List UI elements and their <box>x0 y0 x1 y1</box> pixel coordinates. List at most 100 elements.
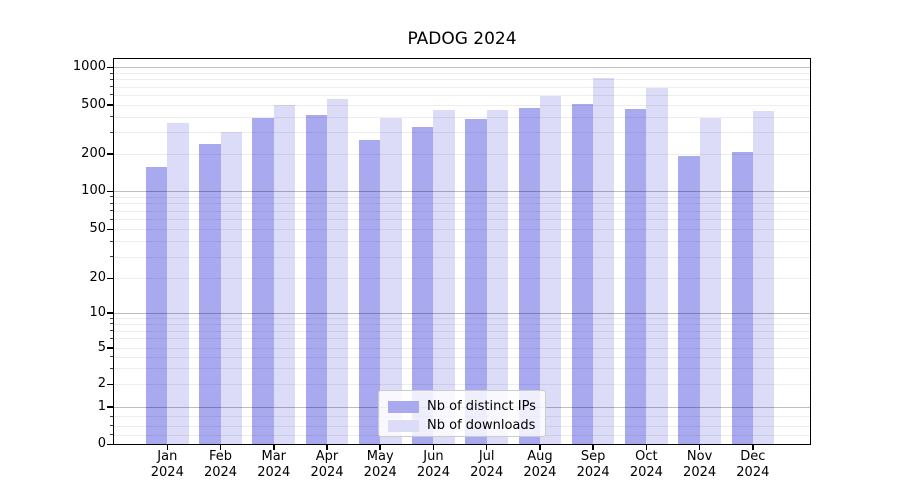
y-tick-label-2: 2 <box>97 376 106 392</box>
x-tick-year: 2024 <box>150 464 184 480</box>
gridline-50 <box>114 229 810 231</box>
x-tick-mark-may <box>379 445 381 450</box>
x-tick-mark-mar <box>273 445 275 450</box>
gridline-8 <box>114 323 810 325</box>
y-tick-label-10: 10 <box>89 304 106 320</box>
x-tick-mark-oct <box>645 445 648 450</box>
x-tick-label-jun: Jun 2024 <box>403 449 463 480</box>
legend-label-distinct-ips: Nb of distinct IPs <box>427 398 536 414</box>
x-tick-month: Dec <box>740 449 766 464</box>
y-minor-tick-mark-0.5 <box>110 425 114 426</box>
y-tick-label-200: 200 <box>81 145 106 161</box>
y-minor-tick-mark-6 <box>110 337 114 339</box>
x-tick-mark-dec <box>752 445 754 450</box>
bar-downloads-dec <box>752 110 775 444</box>
y-minor-tick-mark-800 <box>110 78 114 80</box>
bar-distinct-ips-nov <box>678 156 700 444</box>
y-tick-label-1000: 1000 <box>72 59 106 75</box>
bar-downloads-jan <box>167 123 189 444</box>
x-tick-label-nov: Nov 2024 <box>670 449 730 480</box>
y-tick-mark-10 <box>107 312 113 314</box>
legend-swatch-downloads-icon <box>388 419 419 432</box>
y-minor-tick-mark-600 <box>110 94 114 96</box>
gridline-5 <box>114 347 810 349</box>
plot-area: Nb of distinct IPs Nb of downloads <box>113 58 811 445</box>
y-minor-tick-mark-700 <box>110 86 114 88</box>
y-tick-mark-200 <box>107 153 113 155</box>
bar-distinct-ips-may <box>358 139 381 444</box>
legend-item-distinct-ips: Nb of distinct IPs <box>388 397 536 416</box>
x-tick-month: Jan <box>157 449 178 464</box>
y-minor-tick-mark-90 <box>110 196 114 198</box>
x-tick-year: 2024 <box>576 464 610 480</box>
y-tick-mark-2 <box>107 383 113 386</box>
bar-downloads-jun <box>433 110 455 444</box>
x-tick-month: Jul <box>478 449 495 464</box>
bar-downloads-sep <box>593 78 615 444</box>
x-tick-mark-apr <box>326 445 328 450</box>
y-tick-mark-0 <box>107 443 113 446</box>
y-tick-label-1: 1 <box>97 398 106 414</box>
y-minor-tick-mark-300 <box>110 131 114 133</box>
bar-distinct-ips-apr <box>305 115 327 444</box>
y-tick-label-100: 100 <box>81 183 106 198</box>
y-tick-label-50: 50 <box>89 221 106 237</box>
bar-downloads-may <box>380 117 402 444</box>
x-tick-label-may: May 2024 <box>350 449 410 480</box>
y-tick-mark-1000 <box>107 66 113 69</box>
x-tick-mark-jan <box>166 445 169 450</box>
y-minor-tick-mark-0.25 <box>110 434 114 436</box>
gridline-100 <box>114 191 810 192</box>
y-tick-label-0: 0 <box>97 436 106 452</box>
x-tick-label-jan: Jan 2024 <box>137 449 197 480</box>
gridline-900 <box>114 73 810 75</box>
bar-distinct-ips-oct <box>625 109 647 444</box>
x-tick-mark-nov <box>698 445 701 450</box>
gridline-1000 <box>114 67 810 69</box>
y-minor-tick-mark-3 <box>110 367 114 369</box>
gridline-30 <box>114 256 810 258</box>
x-tick-month: May <box>366 449 394 464</box>
gridline-600 <box>114 94 810 96</box>
y-tick-mark-1 <box>107 406 113 408</box>
x-tick-label-mar: Mar 2024 <box>244 449 304 480</box>
bars-layer <box>114 59 810 444</box>
x-tick-label-dec: Dec 2024 <box>723 449 783 480</box>
gridline-2 <box>114 384 810 386</box>
y-minor-tick-mark-9 <box>110 317 114 319</box>
gridline-40 <box>114 241 810 243</box>
x-tick-month: Aug <box>527 449 553 464</box>
x-tick-year: 2024 <box>736 464 770 480</box>
x-tick-mark-jul <box>485 445 488 450</box>
x-tick-year: 2024 <box>257 464 291 480</box>
y-tick-mark-100 <box>107 190 113 192</box>
gridline-400 <box>114 116 810 118</box>
y-minor-tick-mark-70 <box>110 210 114 212</box>
legend-swatch-distinct-ips-icon <box>388 400 419 413</box>
y-tick-mark-500 <box>107 104 113 106</box>
gridline-700 <box>114 86 810 88</box>
x-tick-year: 2024 <box>523 464 557 480</box>
x-tick-year: 2024 <box>363 464 397 480</box>
gridline-80 <box>114 203 810 205</box>
bar-distinct-ips-jan <box>146 167 168 444</box>
x-tick-year: 2024 <box>203 464 238 480</box>
y-minor-tick-mark-30 <box>110 256 114 258</box>
legend-item-downloads: Nb of downloads <box>388 416 536 435</box>
bar-downloads-nov <box>699 117 721 444</box>
gridlines-layer <box>114 59 810 444</box>
bar-distinct-ips-sep <box>571 104 594 444</box>
gridline-9 <box>114 318 810 320</box>
bar-distinct-ips-dec <box>731 152 753 444</box>
x-tick-month: Apr <box>315 449 339 464</box>
y-minor-tick-mark-40 <box>110 240 114 242</box>
y-tick-mark-20 <box>107 277 113 280</box>
x-tick-year: 2024 <box>629 464 663 480</box>
x-tick-label-feb: Feb 2024 <box>191 449 251 480</box>
x-tick-month: Mar <box>261 449 287 464</box>
x-tick-label-jul: Jul 2024 <box>457 449 517 480</box>
gridline-10 <box>114 312 810 314</box>
y-minor-tick-mark-400 <box>110 116 114 118</box>
gridline-20 <box>114 278 810 280</box>
